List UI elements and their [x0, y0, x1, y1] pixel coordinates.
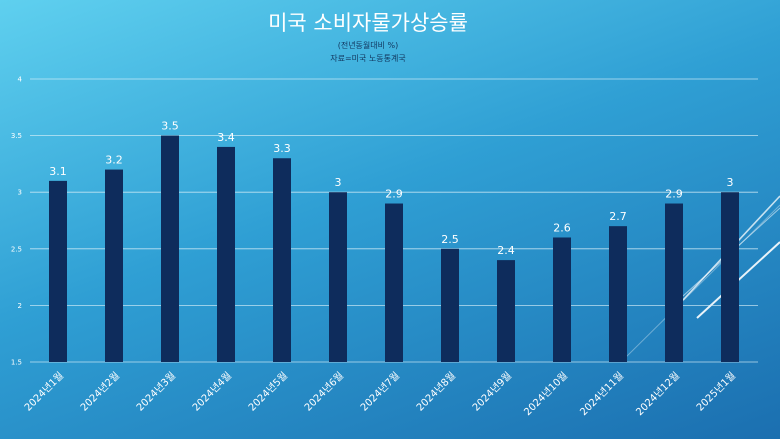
data-label: 3	[727, 176, 734, 189]
bar	[273, 158, 291, 362]
y-tick-label: 2.5	[11, 245, 22, 253]
bar	[105, 169, 123, 362]
y-tick-label: 3.5	[11, 132, 22, 140]
x-tick-label: 2024년4월	[190, 370, 234, 414]
x-tick-label: 2024년7월	[358, 370, 402, 414]
bar	[609, 226, 627, 362]
bar	[49, 180, 67, 362]
data-label: 3.2	[105, 154, 123, 167]
bar	[441, 248, 459, 362]
bar	[329, 192, 347, 362]
x-tick-label: 2024년2월	[78, 370, 122, 414]
decorative-lines	[621, 195, 780, 362]
bar	[497, 260, 515, 362]
x-axis-labels: 2024년1월 2024년2월 2024년3월 2024년4월 2024년5월 2024년…	[22, 370, 738, 418]
x-tick-label: 2024년8월	[414, 370, 458, 414]
data-label: 3.3	[273, 142, 291, 155]
bar	[553, 237, 571, 362]
x-tick-label: 2024년9월	[470, 370, 514, 414]
x-tick-label: 2024년6월	[302, 370, 346, 414]
bar	[665, 203, 683, 362]
data-labels: 3.1 3.2 3.5 3.4 3.3 3 2.9 2.5 2.4 2.6 2.7 2.9 3	[49, 120, 733, 258]
data-label: 3.5	[161, 120, 179, 133]
bar	[161, 135, 179, 362]
data-label: 2.6	[553, 221, 571, 234]
data-label: 2.5	[441, 233, 459, 246]
y-axis-ticks: 1.5 2 2.5 3 3.5 4	[11, 76, 23, 367]
bar	[217, 146, 235, 362]
y-tick-label: 2	[18, 302, 22, 310]
chart-subtitle: (전년동월대비 %)	[338, 40, 399, 50]
y-tick-label: 3	[18, 189, 22, 197]
bar	[385, 203, 403, 362]
chart-title: 미국 소비자물가상승률	[268, 11, 468, 35]
x-tick-label: 2025년1월	[694, 370, 738, 414]
bars	[49, 135, 739, 362]
data-label: 2.9	[385, 188, 403, 201]
y-tick-label: 4	[18, 76, 23, 84]
data-label: 3	[335, 176, 342, 189]
data-label: 3.4	[217, 131, 235, 144]
x-tick-label: 2024년3월	[134, 370, 178, 414]
y-tick-label: 1.5	[11, 359, 22, 367]
x-tick-label: 2024년1월	[22, 370, 66, 414]
chart-source: 자료=미국 노동통계국	[330, 53, 406, 63]
data-label: 2.9	[665, 188, 683, 201]
x-tick-label: 2024년5월	[246, 370, 290, 414]
bar	[721, 192, 739, 362]
x-tick-label: 2024년10월	[522, 370, 570, 418]
x-tick-label: 2024년12월	[634, 370, 682, 418]
x-tick-label: 2024년11월	[578, 370, 626, 418]
data-label: 2.7	[609, 210, 627, 223]
data-label: 3.1	[49, 165, 67, 178]
data-label: 2.4	[497, 244, 515, 257]
